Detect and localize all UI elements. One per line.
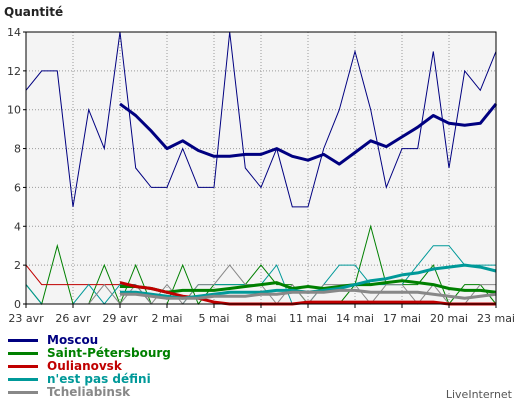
series-avg-line-4 [120,288,497,300]
legend-label: n'est pas défini [47,372,151,386]
line-chart: 0 2 4 6 8 10 12 14 23 avr 26 avr 29 avr 2 mai 5 mai… [4,5,515,325]
legend-label: Tcheliabinsk [47,385,131,399]
y-tick-label: 14 [7,26,21,39]
legend-swatch [8,352,38,355]
legend-label: Moscou [47,333,99,347]
legend-swatch [8,365,38,368]
legend-item: Saint-Pétersbourg [8,347,171,360]
y-tick-label: 4 [14,220,21,233]
x-tick-label: 8 mai [245,312,276,325]
legend-swatch [8,378,38,381]
y-tick-label: 6 [14,181,21,194]
x-axis-ticks: 23 avr 26 avr 29 avr 2 mai 5 mai 8 mai 11 mai 1… [8,304,515,325]
series-line-1 [25,224,497,306]
legend-label: Oulianovsk [47,359,122,373]
series-average-lines [119,102,498,306]
x-tick-label: 26 avr [55,312,91,325]
legend-item: n'est pas défini [8,373,171,386]
x-tick-label: 17 mai [383,312,421,325]
x-tick-label: 23 mai [477,312,515,325]
y-tick-label: 8 [14,143,21,156]
series-avg-line-2 [119,281,496,306]
y-tick-label: 12 [7,65,21,78]
credit-text: LiveInternet [445,388,512,401]
legend-label: Saint-Pétersbourg [47,346,171,360]
x-tick-label: 29 avr [102,312,138,325]
series-line-0 [25,31,497,208]
series-avg-line-1 [120,279,497,294]
legend-item: Tcheliabinsk [8,386,171,399]
legend: Moscou Saint-Pétersbourg Oulianovsk n'est p… [8,334,171,399]
x-tick-label: 23 avr [8,312,44,325]
y-tick-label: 0 [14,298,21,311]
y-axis-label: Quantité [4,5,63,19]
x-tick-label: 20 mai [430,312,468,325]
legend-swatch [8,339,38,342]
legend-item: Oulianovsk [8,360,171,373]
series-avg-line-0 [119,102,498,166]
y-axis-ticks: 0 2 4 6 8 10 12 14 [7,26,26,311]
legend-swatch [8,391,38,394]
x-tick-label: 11 mai [289,312,327,325]
x-tick-label: 2 mai [151,312,182,325]
y-tick-label: 10 [7,104,21,117]
legend-item: Moscou [8,334,171,347]
x-tick-label: 14 mai [336,312,374,325]
y-tick-label: 2 [14,259,21,272]
x-tick-label: 5 mai [198,312,229,325]
